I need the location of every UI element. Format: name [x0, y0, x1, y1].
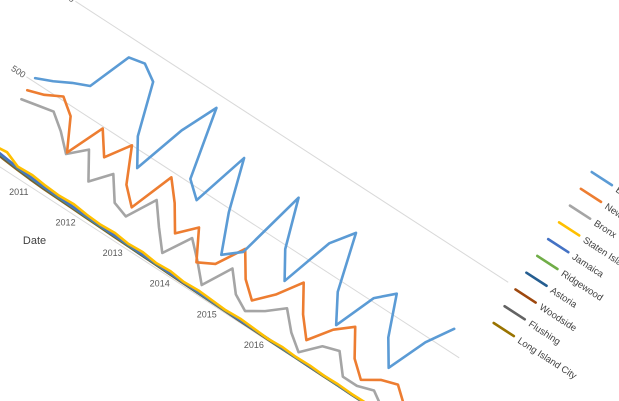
- legend-label-bronx: Bronx: [592, 218, 619, 241]
- x-tick-label: 2016: [244, 340, 264, 350]
- series-line-staten-island: [0, 143, 396, 401]
- data-series: [0, 56, 456, 401]
- legend-swatch-jamaica: [546, 237, 570, 254]
- y-tick-label: 1000: [54, 0, 76, 4]
- gridline-0: [0, 151, 411, 401]
- x-tick-label: 2015: [197, 309, 217, 319]
- legend-swatch-brooklyn: [590, 170, 614, 187]
- x-axis-title: Date: [23, 235, 46, 247]
- x-tick-label: 2012: [56, 218, 76, 228]
- x-tick-label: 2013: [103, 248, 123, 258]
- x-tick-label: 2011: [9, 187, 28, 197]
- gridline-1000: [75, 0, 509, 283]
- legend-swatch-flushing: [503, 304, 527, 321]
- series-line-new-york: [25, 88, 406, 401]
- legend-swatch-astoria: [525, 271, 548, 288]
- legend-swatch-woodside: [514, 288, 537, 304]
- legend-label-long-island-city: Long Island City: [515, 336, 578, 382]
- y-tick-label: 500: [9, 63, 27, 80]
- legend-swatch-staten-island: [557, 221, 581, 237]
- legend-swatch-new-york: [579, 187, 603, 204]
- legend-swatch-ridgewood: [535, 254, 559, 271]
- x-axis-tick-labels: 2010201120122013201420152016: [9, 187, 264, 350]
- series-line-brooklyn: [33, 56, 456, 370]
- series-line-bronx: [20, 97, 397, 401]
- x-tick-label: 2014: [150, 279, 170, 289]
- legend-swatch-bronx: [568, 204, 592, 220]
- legend-swatch-long-island-city: [492, 321, 516, 338]
- gridline-500: [26, 76, 460, 359]
